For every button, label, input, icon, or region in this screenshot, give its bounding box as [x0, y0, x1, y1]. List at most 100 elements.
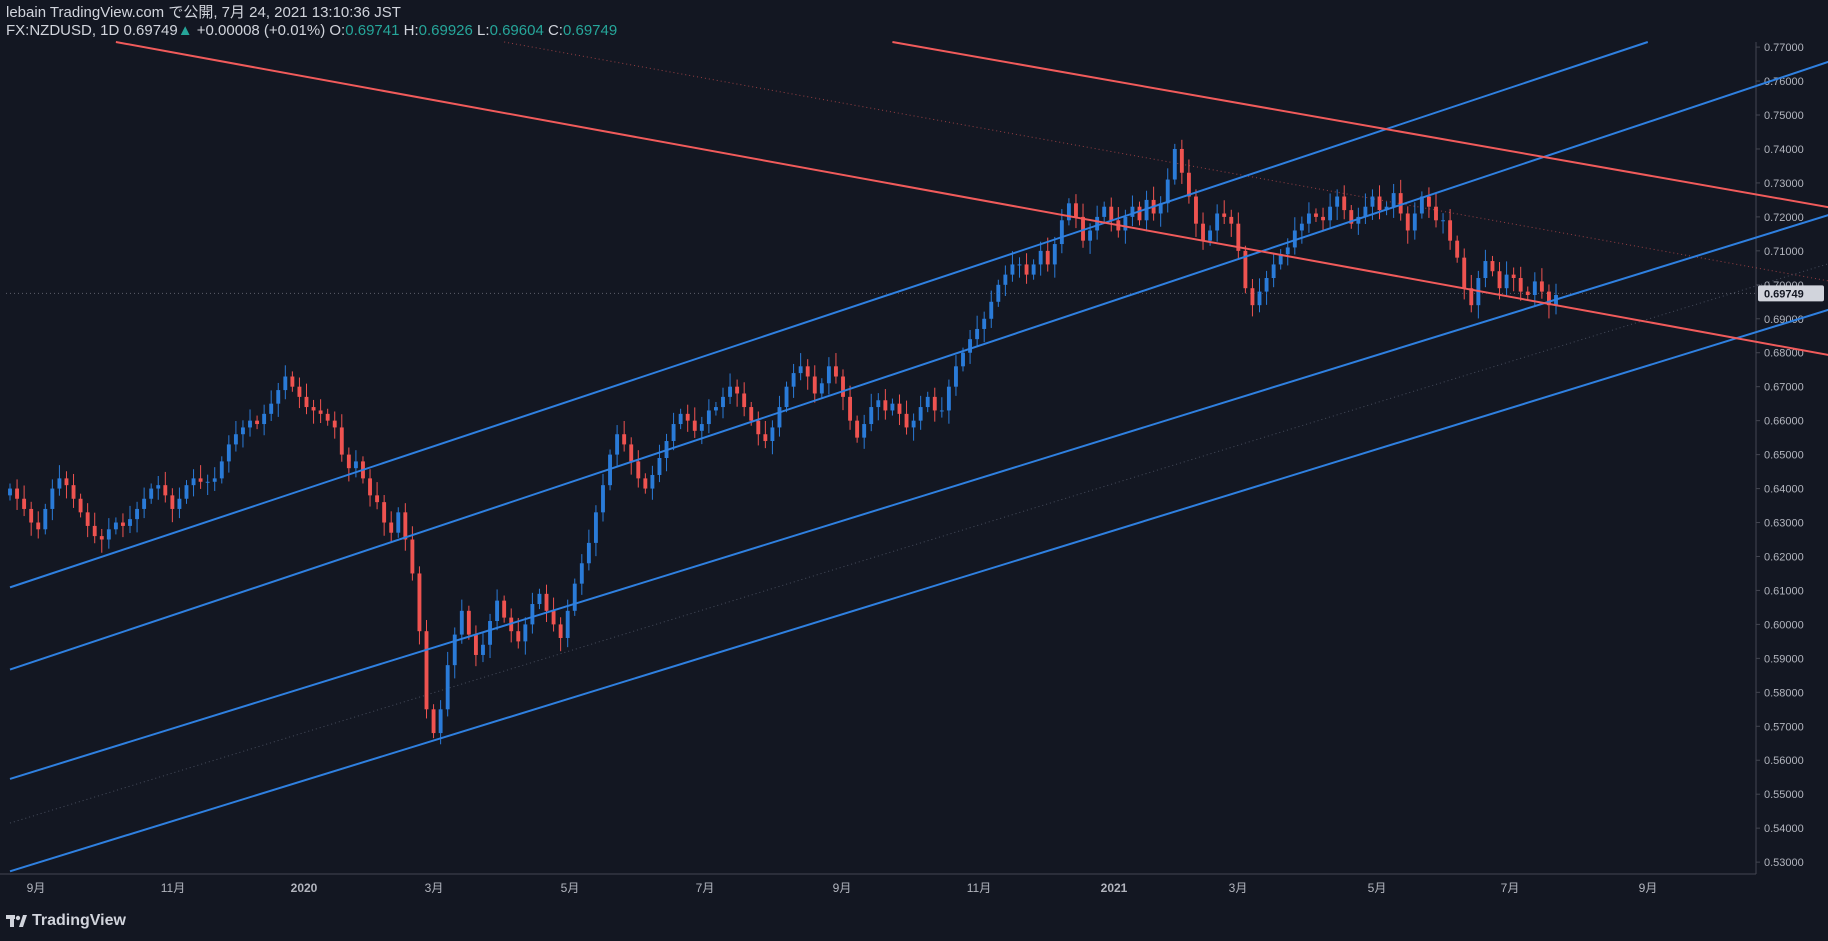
- y-tick-label: 0.53000: [1764, 857, 1804, 869]
- x-tick-label: 7月: [1501, 881, 1520, 895]
- candle-body: [1525, 291, 1530, 295]
- candle-body: [749, 407, 754, 421]
- y-tick-label: 0.66000: [1764, 416, 1804, 428]
- candle-body: [403, 512, 408, 540]
- candle-body: [121, 522, 125, 526]
- candle-body: [1010, 264, 1015, 275]
- y-tick-label: 0.77000: [1764, 42, 1804, 54]
- candle-body: [304, 396, 309, 408]
- y-tick-label: 0.68000: [1764, 348, 1804, 360]
- candle-body: [262, 413, 267, 425]
- candle-body: [685, 413, 690, 421]
- candle-body: [1448, 220, 1453, 241]
- candle-body: [57, 478, 62, 489]
- candle-body: [113, 522, 118, 530]
- candle-body: [1243, 250, 1248, 289]
- candle-body: [1314, 213, 1318, 217]
- candle-body: [1398, 193, 1403, 214]
- candle-body: [537, 593, 542, 605]
- candle-body: [558, 624, 563, 638]
- x-tick-label: 9月: [1639, 881, 1658, 895]
- candle-body: [1462, 257, 1467, 289]
- candle-body: [1158, 203, 1163, 214]
- candle-body: [248, 420, 252, 428]
- candle-body: [1377, 196, 1382, 211]
- candle-body: [523, 624, 528, 642]
- candle-body: [593, 512, 598, 543]
- candle-body: [36, 522, 41, 530]
- candle-body: [502, 600, 507, 618]
- candle-body: [452, 634, 457, 666]
- candle-body: [85, 512, 90, 526]
- plot-area: [6, 42, 1756, 874]
- red-down-line-2: [892, 41, 1828, 209]
- candle-body: [1003, 274, 1008, 285]
- candle-body: [473, 634, 478, 655]
- candle-body: [1511, 274, 1516, 279]
- candle-body: [1172, 148, 1177, 180]
- candle-body: [1497, 271, 1502, 289]
- candle-body: [756, 420, 761, 435]
- candle-body: [1426, 196, 1431, 207]
- candle-body: [438, 709, 443, 734]
- candle-body: [551, 610, 556, 625]
- y-tick-label: 0.74000: [1764, 144, 1804, 156]
- x-tick-label: 11月: [161, 881, 185, 895]
- y-tick-label: 0.60000: [1764, 619, 1804, 631]
- candle-body: [1144, 199, 1149, 221]
- close-label: C:: [547, 22, 563, 39]
- candle-body: [812, 376, 817, 394]
- y-tick-label: 0.75000: [1764, 110, 1804, 122]
- candle-body: [1052, 244, 1057, 265]
- candle-body: [276, 390, 281, 404]
- candle-body: [1059, 220, 1064, 245]
- candle-body: [283, 376, 288, 391]
- symbol-label[interactable]: FX:NZDUSD, 1D: [6, 22, 120, 39]
- candle-body: [622, 434, 627, 445]
- candle-body: [1074, 203, 1078, 217]
- candle-body: [339, 427, 344, 455]
- candle-body: [1455, 240, 1460, 258]
- candle-body: [1031, 264, 1036, 275]
- candle-body: [8, 488, 12, 496]
- candle-body: [1363, 206, 1368, 217]
- candle-body: [290, 376, 295, 387]
- y-tick-label: 0.63000: [1764, 518, 1804, 530]
- low-label: L:: [477, 22, 490, 39]
- red-down-line-1: [115, 41, 1828, 356]
- x-tick-label: 9月: [27, 881, 46, 895]
- candle-body: [615, 434, 620, 455]
- candle-body: [396, 512, 401, 533]
- candle-body: [601, 485, 605, 513]
- candle-body: [191, 478, 196, 486]
- candle-body: [530, 604, 535, 625]
- candle-body: [763, 434, 768, 442]
- candle-body: [798, 366, 803, 374]
- x-tick-label: 5月: [561, 881, 580, 895]
- x-tick-label: 2020: [291, 881, 318, 895]
- candle-body: [495, 600, 500, 622]
- candle-body: [212, 478, 217, 482]
- close-value: 0.69749: [562, 22, 618, 39]
- candle-body: [488, 621, 492, 645]
- candle-body: [784, 386, 789, 408]
- candle-body: [29, 508, 34, 523]
- candle-body: [43, 508, 48, 530]
- candle-body: [1342, 196, 1347, 211]
- candle-body: [198, 478, 203, 482]
- candle-body: [650, 474, 655, 489]
- candle-body: [1186, 172, 1191, 197]
- candle-body: [1419, 196, 1424, 214]
- candle-body: [1384, 206, 1389, 211]
- candle-body: [1278, 254, 1283, 265]
- y-tick-label: 0.65000: [1764, 450, 1804, 462]
- candle-body: [770, 427, 775, 442]
- candle-body: [325, 413, 330, 421]
- candle-body: [1194, 196, 1198, 224]
- candle-body: [1236, 223, 1241, 251]
- candle-body: [1292, 230, 1297, 248]
- candle-body: [1095, 216, 1100, 231]
- candle-body: [996, 284, 1001, 302]
- candle-body: [925, 396, 930, 408]
